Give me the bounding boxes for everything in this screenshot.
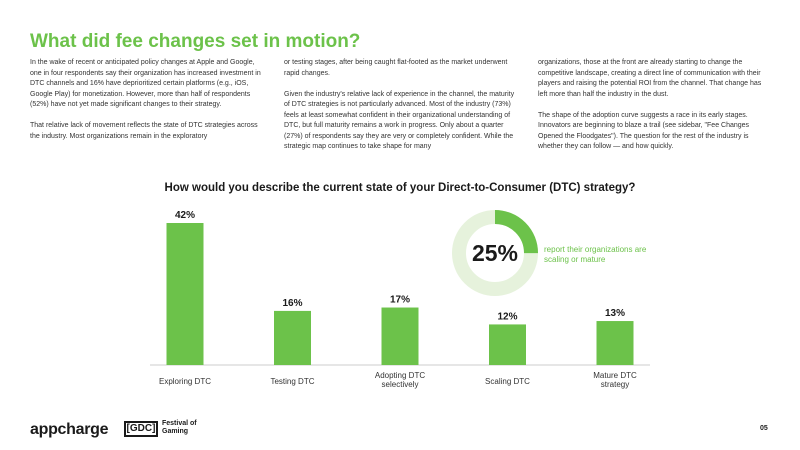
bar-value-label: 16% bbox=[282, 298, 302, 309]
category-label: Scaling DTC bbox=[485, 377, 530, 386]
category-label: Adopting DTC selectively bbox=[375, 371, 425, 389]
bar bbox=[274, 310, 311, 365]
bar bbox=[166, 223, 204, 365]
text-column-1: In the wake of recent or anticipated pol… bbox=[30, 58, 264, 158]
bar bbox=[381, 307, 419, 365]
category-label: Testing DTC bbox=[270, 377, 314, 386]
gdc-festival-name: Festival of Gaming bbox=[162, 420, 197, 435]
text-column-3: organizations, those at the front are al… bbox=[538, 58, 772, 158]
bar-chart: 42% Exploring DTC 16% Testing DTC 17% Adoptin… bbox=[150, 210, 650, 389]
paragraph: That relative lack of movement reflects … bbox=[30, 122, 258, 140]
donut-ring bbox=[452, 210, 538, 296]
body-text: In the wake of recent or anticipated pol… bbox=[30, 58, 772, 158]
chart-title: How would you describe the current state… bbox=[164, 182, 636, 194]
category-label: Exploring DTC bbox=[159, 377, 211, 386]
paragraph: The shape of the adoption curve suggests… bbox=[538, 111, 750, 151]
gdc-logo: [GDC] bbox=[124, 421, 158, 437]
bar-value-label: 12% bbox=[497, 311, 517, 322]
donut-chart: 25% bbox=[451, 209, 539, 297]
bar-value-label: 17% bbox=[390, 295, 410, 306]
paragraph: or testing stages, after being caught fl… bbox=[284, 59, 508, 77]
donut-caption: report their organizations are scaling o… bbox=[544, 245, 647, 264]
donut-segment bbox=[452, 210, 538, 296]
bar bbox=[489, 324, 526, 365]
appcharge-logo: appcharge bbox=[30, 421, 109, 438]
bar-value-label: 42% bbox=[175, 210, 195, 221]
category-label: Mature DTC strategy bbox=[593, 371, 637, 389]
page-number: 05 bbox=[760, 425, 768, 432]
paragraph: In the wake of recent or anticipated pol… bbox=[30, 59, 261, 108]
text-column-2: or testing stages, after being caught fl… bbox=[284, 58, 518, 158]
donut-value: 25% bbox=[471, 240, 519, 266]
paragraph: Given the industry's relative lack of ex… bbox=[284, 90, 515, 151]
bar-value-label: 13% bbox=[605, 308, 625, 319]
page-title: What did fee changes set in motion? bbox=[30, 31, 361, 52]
bar bbox=[596, 321, 634, 365]
paragraph: organizations, those at the front are al… bbox=[538, 59, 762, 98]
